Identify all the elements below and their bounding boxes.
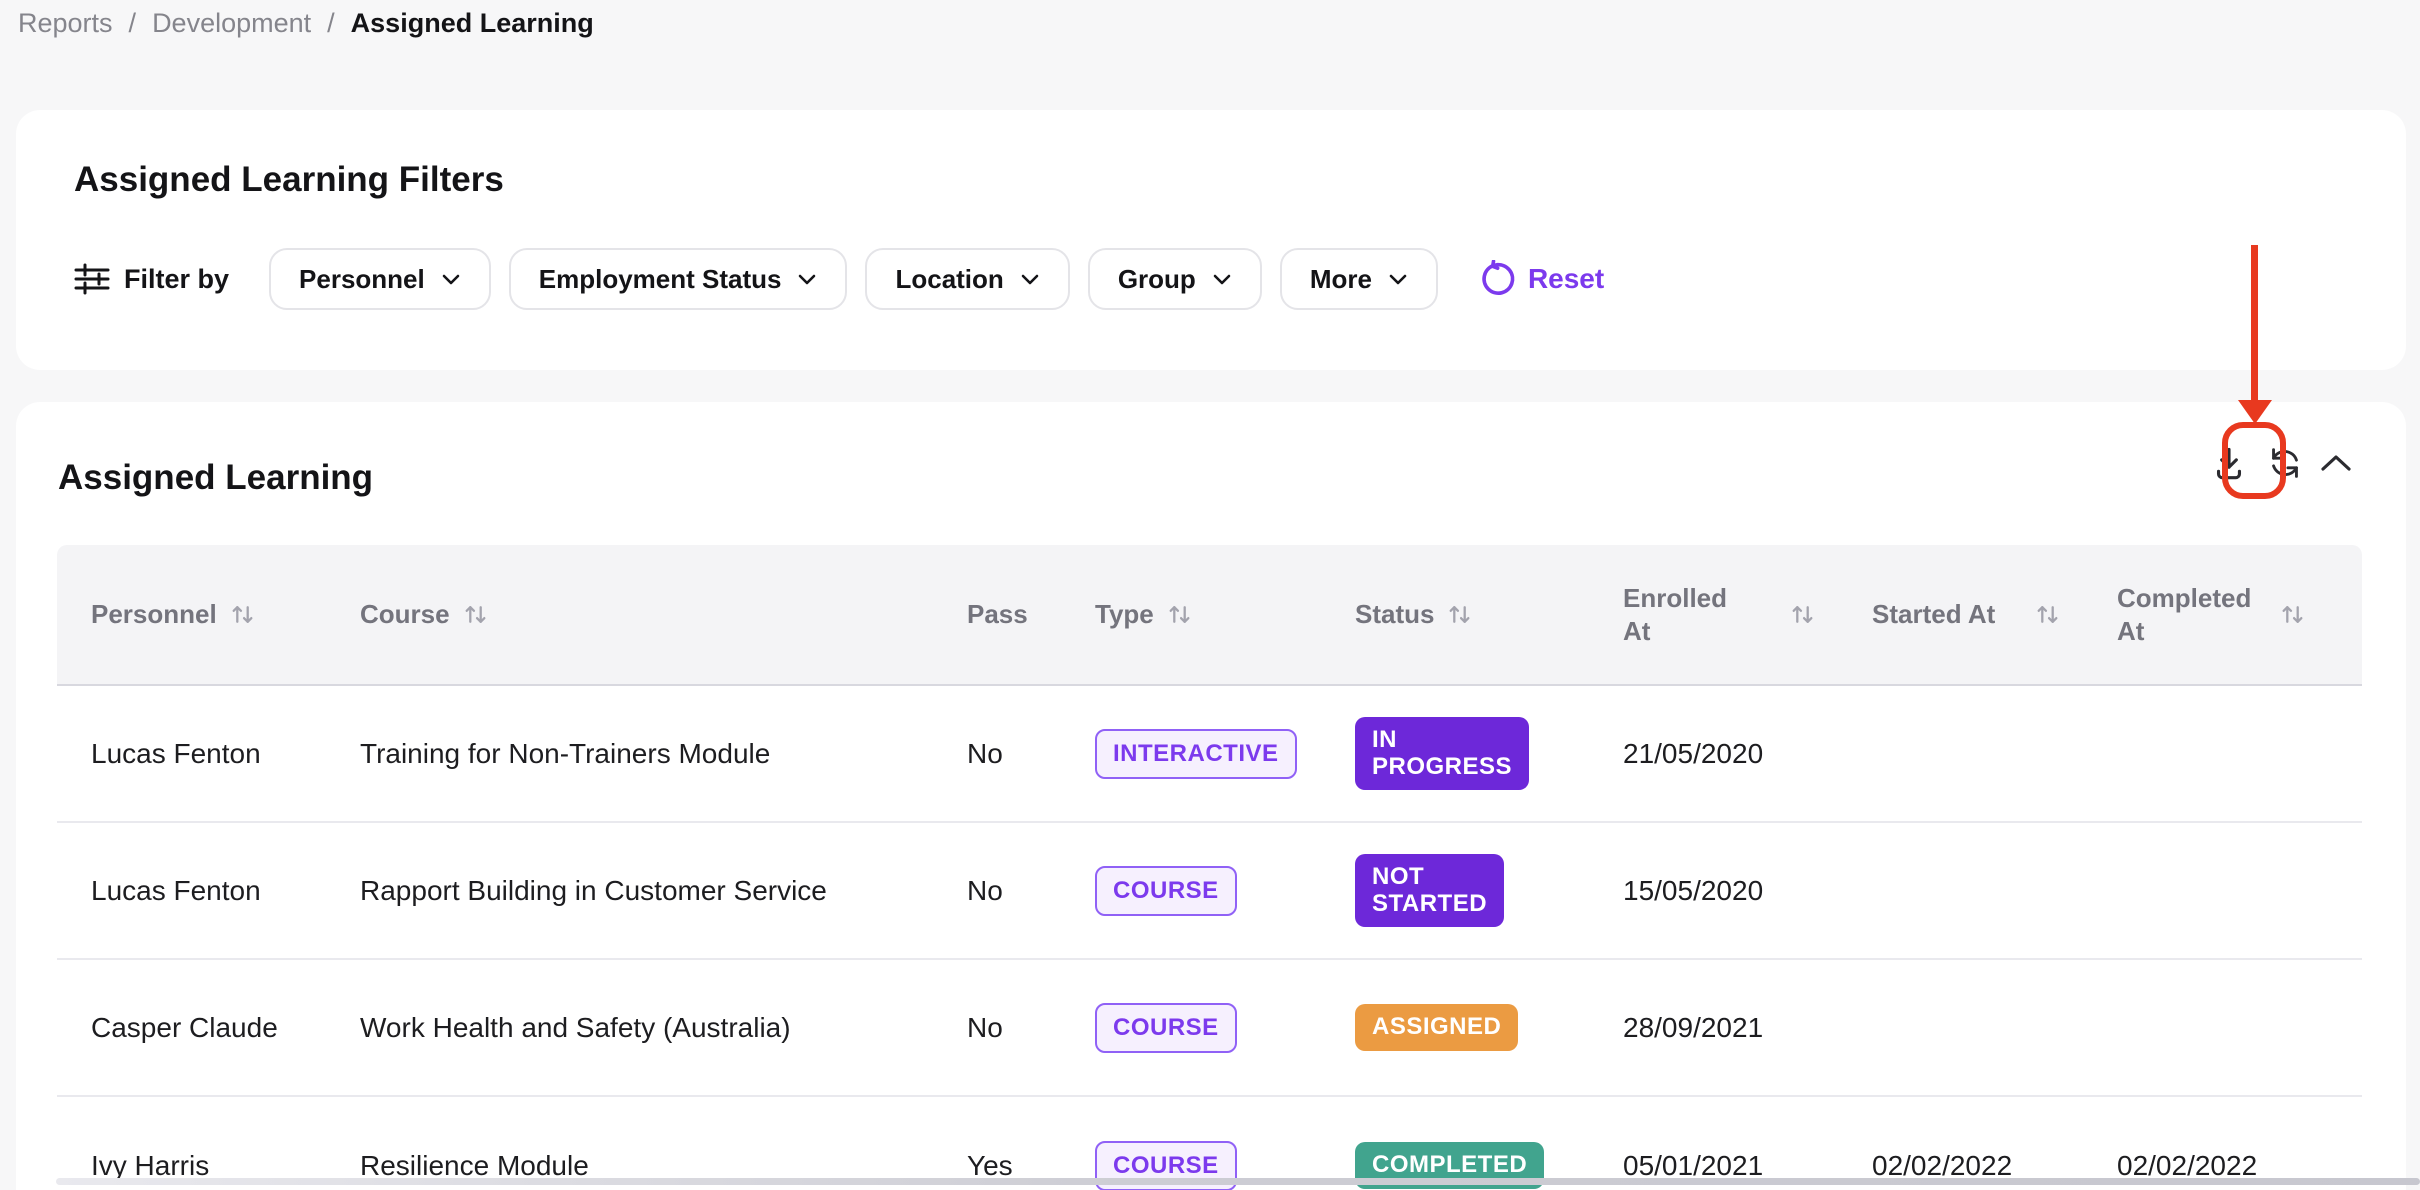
table-row[interactable]: Ivy Harris Resilience Module Yes COURSE … xyxy=(57,1097,2362,1190)
cell-personnel: Ivy Harris xyxy=(57,1150,360,1182)
breadcrumb-item-assigned-learning: Assigned Learning xyxy=(351,8,594,39)
breadcrumb: Reports / Development / Assigned Learnin… xyxy=(18,8,594,39)
download-icon xyxy=(2206,440,2252,486)
sort-icon[interactable] xyxy=(1166,601,1193,628)
table-row[interactable]: Lucas Fenton Rapport Building in Custome… xyxy=(57,823,2362,960)
table-row[interactable]: Casper Claude Work Health and Safety (Au… xyxy=(57,960,2362,1097)
cell-status: NOT STARTED xyxy=(1355,854,1623,928)
type-badge: COURSE xyxy=(1095,866,1237,916)
column-header-started-at[interactable]: Started At xyxy=(1872,598,2117,631)
filter-dropdown-employment-status[interactable]: Employment Status xyxy=(509,248,848,310)
cell-personnel: Lucas Fenton xyxy=(57,738,360,770)
chevron-up-icon xyxy=(2318,451,2354,475)
filter-dropdown-personnel[interactable]: Personnel xyxy=(269,248,491,310)
breadcrumb-separator: / xyxy=(327,8,335,39)
cell-pass: No xyxy=(967,738,1095,770)
cell-type: COURSE xyxy=(1095,866,1355,916)
sort-icon[interactable] xyxy=(229,601,256,628)
filter-sliders-icon xyxy=(74,263,110,295)
status-badge: IN PROGRESS xyxy=(1355,717,1529,791)
column-header-enrolled-at[interactable]: Enrolled At xyxy=(1623,582,1872,647)
reset-filters-button[interactable]: Reset xyxy=(1478,260,1604,298)
filter-dropdown-location[interactable]: Location xyxy=(865,248,1069,310)
status-badge: ASSIGNED xyxy=(1355,1004,1518,1051)
cell-personnel: Casper Claude xyxy=(57,1012,360,1044)
chevron-down-icon xyxy=(1212,273,1232,286)
type-badge: COURSE xyxy=(1095,1003,1237,1053)
column-header-status[interactable]: Status xyxy=(1355,598,1623,631)
filters-card-title: Assigned Learning Filters xyxy=(74,160,504,200)
cell-course: Work Health and Safety (Australia) xyxy=(360,1012,967,1044)
column-header-pass: Pass xyxy=(967,598,1095,631)
table-toolbar xyxy=(2204,438,2356,488)
assigned-learning-table: Personnel Course Pass Type xyxy=(57,545,2362,1190)
sort-icon[interactable] xyxy=(462,601,489,628)
sort-icon[interactable] xyxy=(2034,601,2061,628)
filters-card: Assigned Learning Filters Filter by Pers… xyxy=(16,110,2406,370)
filter-dropdown-group[interactable]: Group xyxy=(1088,248,1262,310)
reset-circular-arrow-icon xyxy=(1478,260,1516,298)
cell-started-at: 02/02/2022 xyxy=(1872,1150,2117,1182)
horizontal-scrollbar[interactable] xyxy=(56,1178,2420,1185)
download-button[interactable] xyxy=(2204,438,2254,488)
refresh-icon xyxy=(2264,442,2306,484)
assigned-learning-card: Assigned Learning xyxy=(16,402,2406,1190)
cell-course: Training for Non-Trainers Module xyxy=(360,738,967,770)
cell-completed-at: 02/02/2022 xyxy=(2117,1150,2362,1182)
cell-enrolled-at: 05/01/2021 xyxy=(1623,1150,1872,1182)
filter-dropdown-more[interactable]: More xyxy=(1280,248,1438,310)
cell-enrolled-at: 28/09/2021 xyxy=(1623,1012,1872,1044)
collapse-button[interactable] xyxy=(2316,449,2356,477)
cell-status: ASSIGNED xyxy=(1355,1004,1623,1051)
cell-pass: No xyxy=(967,875,1095,907)
filter-by-label: Filter by xyxy=(74,263,229,295)
cell-enrolled-at: 15/05/2020 xyxy=(1623,875,1872,907)
status-badge: NOT STARTED xyxy=(1355,854,1504,928)
annotation-arrow-head xyxy=(2238,400,2272,424)
assigned-learning-title: Assigned Learning xyxy=(58,458,373,498)
annotation-arrow-line xyxy=(2251,245,2258,402)
cell-type: INTERACTIVE xyxy=(1095,729,1355,779)
breadcrumb-separator: / xyxy=(129,8,137,39)
sort-icon[interactable] xyxy=(2279,601,2306,628)
filter-row: Filter by Personnel Employment Status Lo… xyxy=(74,248,2366,310)
cell-pass: Yes xyxy=(967,1150,1095,1182)
table-header-row: Personnel Course Pass Type xyxy=(57,545,2362,686)
sort-icon[interactable] xyxy=(1789,601,1816,628)
sort-icon[interactable] xyxy=(1446,601,1473,628)
cell-enrolled-at: 21/05/2020 xyxy=(1623,738,1872,770)
cell-type: COURSE xyxy=(1095,1003,1355,1053)
type-badge: INTERACTIVE xyxy=(1095,729,1297,779)
column-header-type[interactable]: Type xyxy=(1095,598,1355,631)
chevron-down-icon xyxy=(1020,273,1040,286)
chevron-down-icon xyxy=(1388,273,1408,286)
cell-course: Resilience Module xyxy=(360,1150,967,1182)
cell-course: Rapport Building in Customer Service xyxy=(360,875,967,907)
chevron-down-icon xyxy=(797,273,817,286)
cell-pass: No xyxy=(967,1012,1095,1044)
column-header-course[interactable]: Course xyxy=(360,598,967,631)
chevron-down-icon xyxy=(441,273,461,286)
cell-personnel: Lucas Fenton xyxy=(57,875,360,907)
breadcrumb-item-reports[interactable]: Reports xyxy=(18,8,113,39)
column-header-completed-at[interactable]: Completed At xyxy=(2117,582,2362,647)
breadcrumb-item-development[interactable]: Development xyxy=(152,8,311,39)
cell-status: IN PROGRESS xyxy=(1355,717,1623,791)
column-header-personnel[interactable]: Personnel xyxy=(57,598,360,631)
table-row[interactable]: Lucas Fenton Training for Non-Trainers M… xyxy=(57,686,2362,823)
refresh-button[interactable] xyxy=(2262,440,2308,486)
